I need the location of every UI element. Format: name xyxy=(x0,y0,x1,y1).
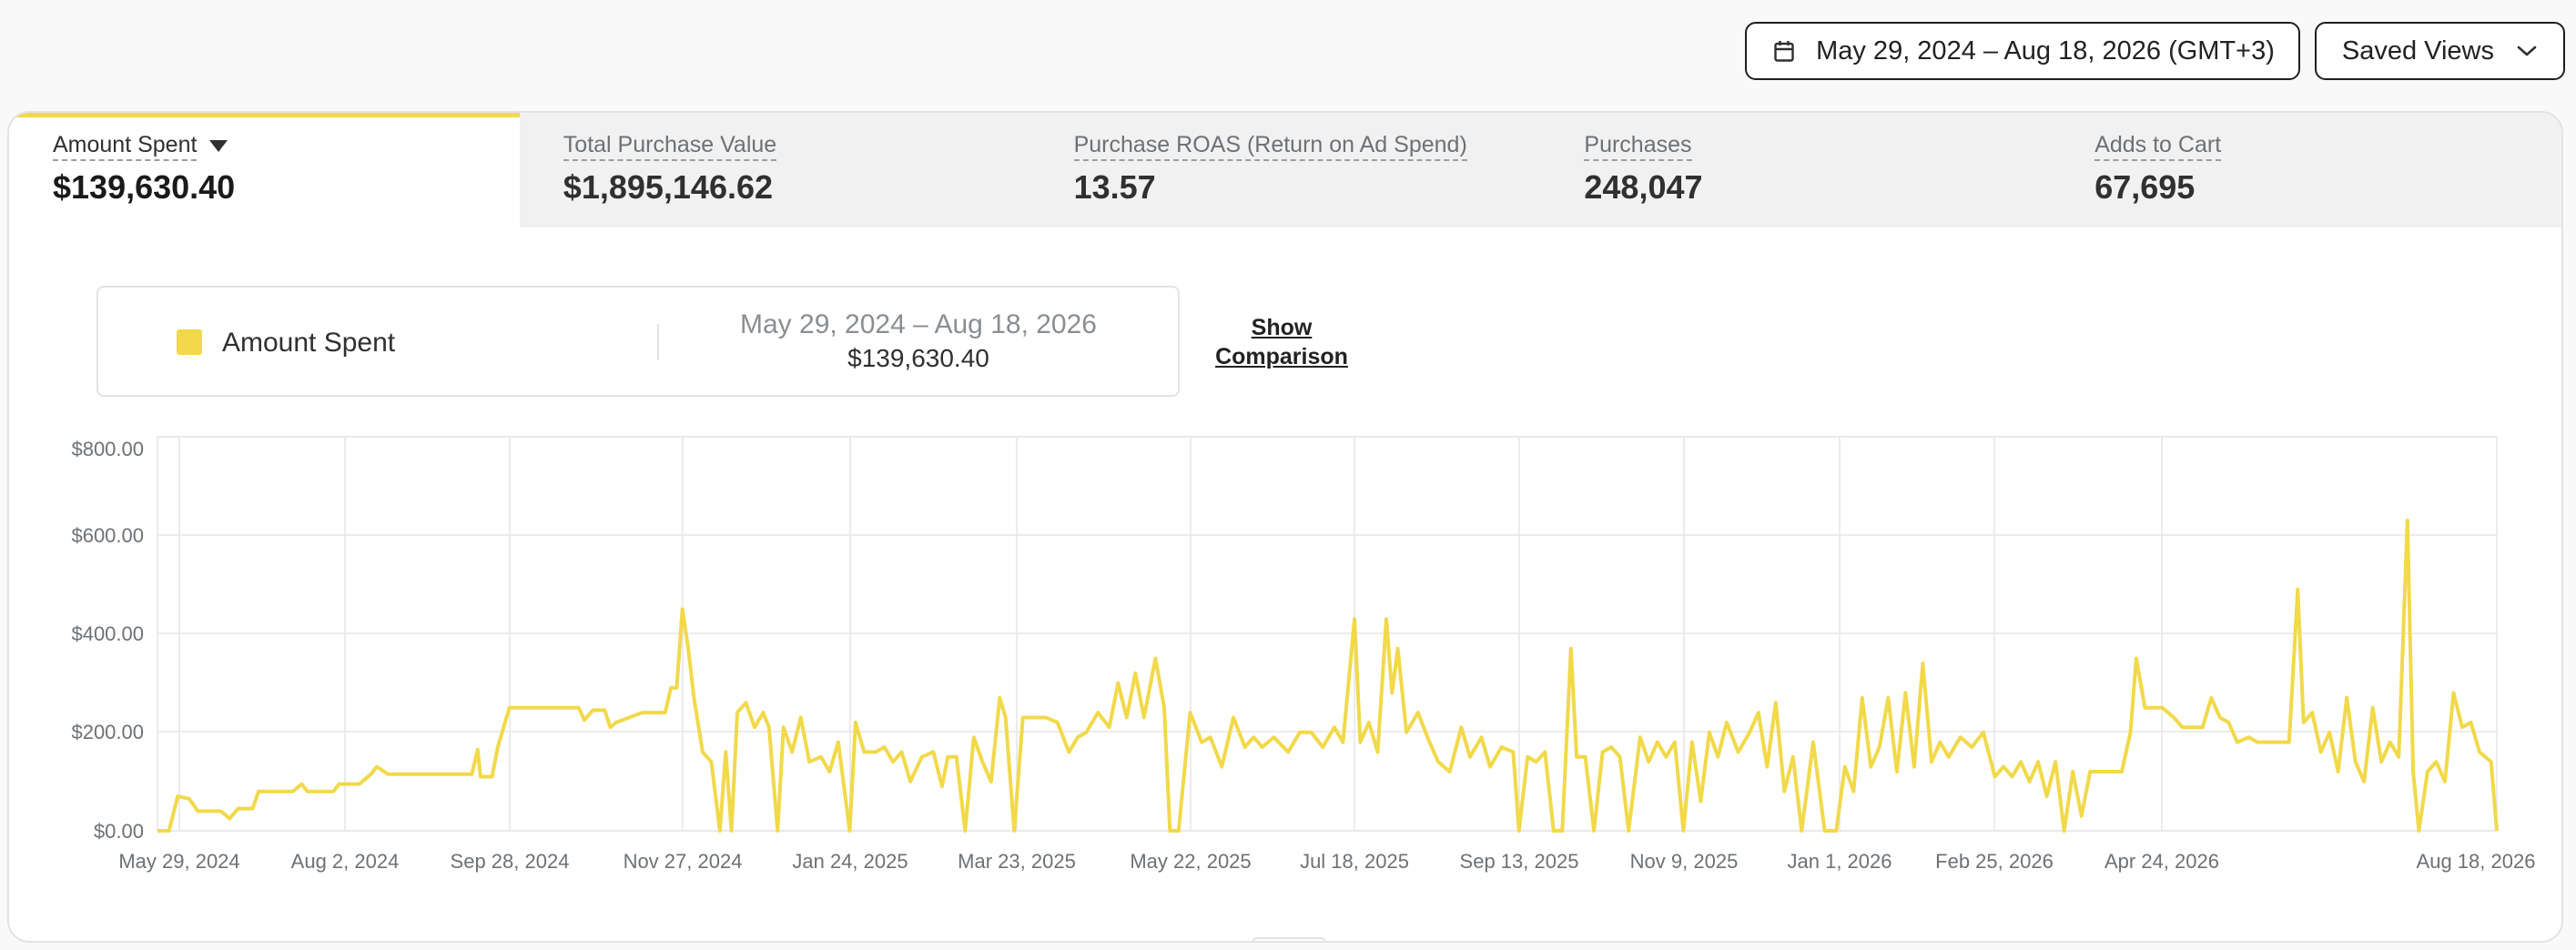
saved-views-label: Saved Views xyxy=(2341,35,2494,66)
show-comparison-line2: Comparison xyxy=(1215,344,1348,369)
tab-value: 13.57 xyxy=(1073,168,1156,206)
metric-tabs: Amount Spent $139,630.40 Total Purchase … xyxy=(9,113,2561,227)
x-tick-label: Nov 9, 2025 xyxy=(1630,850,1739,873)
chevron-down-icon xyxy=(2517,45,2537,56)
tab-label: Purchases xyxy=(1584,131,1692,161)
x-tick-label: Jan 1, 2026 xyxy=(1788,850,1892,873)
y-tick-label: $200.00 xyxy=(71,721,144,743)
chart-legend: Amount Spent May 29, 2024 – Aug 18, 2026… xyxy=(96,286,1180,397)
y-tick-label: $600.00 xyxy=(71,524,144,547)
x-tick-label: Sep 28, 2024 xyxy=(451,850,570,873)
tab-purchase-roas[interactable]: Purchase ROAS (Return on Ad Spend) 13.57 xyxy=(1030,113,1541,227)
tab-purchases[interactable]: Purchases 248,047 xyxy=(1540,113,2051,227)
x-tick-label: Jul 18, 2025 xyxy=(1300,850,1409,873)
tab-label: Total Purchase Value xyxy=(563,131,777,161)
tab-adds-to-cart[interactable]: Adds to Cart 67,695 xyxy=(2051,113,2561,227)
tab-value: 67,695 xyxy=(2094,168,2196,206)
show-comparison-line1: Show xyxy=(1251,315,1313,340)
x-tick-label: Aug 18, 2026 xyxy=(2417,850,2536,873)
toolbar: May 29, 2024 – Aug 18, 2026 (GMT+3) Save… xyxy=(1745,22,2565,80)
analytics-card: Amount Spent $139,630.40 Total Purchase … xyxy=(7,111,2563,943)
tab-total-purchase-value[interactable]: Total Purchase Value $1,895,146.62 xyxy=(520,113,1030,227)
x-tick-label: Aug 2, 2024 xyxy=(291,850,400,873)
date-range-label: May 29, 2024 – Aug 18, 2026 (GMT+3) xyxy=(1816,35,2275,66)
tab-label: Purchase ROAS (Return on Ad Spend) xyxy=(1073,131,1467,161)
x-tick-label: Jan 24, 2025 xyxy=(792,850,908,873)
tab-label: Adds to Cart xyxy=(2094,131,2222,161)
calendar-icon xyxy=(1774,41,1794,62)
series-line-amount-spent xyxy=(157,519,2499,833)
x-tick-label: May 22, 2025 xyxy=(1130,850,1251,873)
x-tick-label: May 29, 2024 xyxy=(118,850,239,873)
legend-total: $139,630.40 xyxy=(847,344,989,372)
x-tick-label: Sep 13, 2025 xyxy=(1460,850,1579,873)
x-tick-label: Mar 23, 2025 xyxy=(958,850,1076,873)
y-tick-label: $0.00 xyxy=(94,820,144,843)
caret-down-icon[interactable] xyxy=(209,140,228,153)
tab-amount-spent[interactable]: Amount Spent $139,630.40 xyxy=(9,113,520,227)
y-tick-label: $800.00 xyxy=(71,438,144,460)
tab-value: 248,047 xyxy=(1584,168,1703,206)
x-tick-label: Feb 25, 2026 xyxy=(1935,850,2054,873)
x-tick-label: Apr 24, 2026 xyxy=(2104,850,2219,873)
tab-value: $1,895,146.62 xyxy=(563,168,774,206)
legend-date-range: May 29, 2024 – Aug 18, 2026 xyxy=(740,309,1097,339)
x-tick-label: Nov 27, 2024 xyxy=(624,850,743,873)
saved-views-button[interactable]: Saved Views xyxy=(2314,22,2565,80)
resize-handle[interactable] xyxy=(1253,937,1325,941)
show-comparison-link[interactable]: Show Comparison xyxy=(1209,313,1354,371)
legend-series-name: Amount Spent xyxy=(222,328,396,358)
legend-divider xyxy=(657,324,659,360)
tab-value: $139,630.40 xyxy=(53,168,236,206)
tab-label: Amount Spent xyxy=(53,131,198,161)
date-range-button[interactable]: May 29, 2024 – Aug 18, 2026 (GMT+3) xyxy=(1745,22,2300,80)
legend-swatch xyxy=(177,329,202,355)
y-tick-label: $400.00 xyxy=(71,622,144,645)
